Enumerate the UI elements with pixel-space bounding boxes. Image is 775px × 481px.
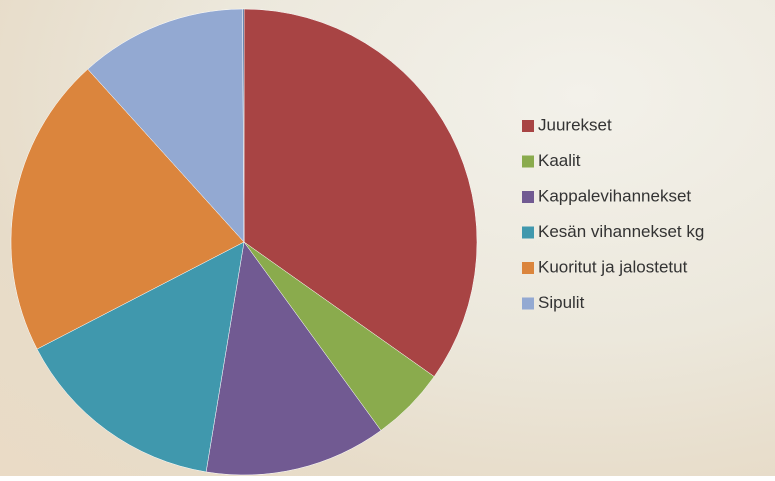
legend-label: Juurekset	[538, 115, 612, 134]
legend-label: Sipulit	[538, 293, 585, 312]
legend-label: Kaalit	[538, 151, 581, 170]
legend-label: Kappalevihannekset	[538, 186, 691, 205]
legend-label: Kesän vihannekset kg	[538, 222, 704, 241]
legend-swatch	[522, 298, 534, 310]
legend-swatch	[522, 120, 534, 132]
legend-swatch	[522, 227, 534, 239]
legend-swatch	[522, 156, 534, 168]
legend-swatch	[522, 262, 534, 274]
page: Juurekset Kaalit Kappalevihannekset Kesän v…	[0, 0, 775, 476]
legend-label: Kuoritut ja jalostetut	[538, 257, 688, 276]
chart: Juurekset Kaalit Kappalevihannekset Kesän v…	[0, 0, 775, 476]
legend-swatch	[522, 191, 534, 203]
